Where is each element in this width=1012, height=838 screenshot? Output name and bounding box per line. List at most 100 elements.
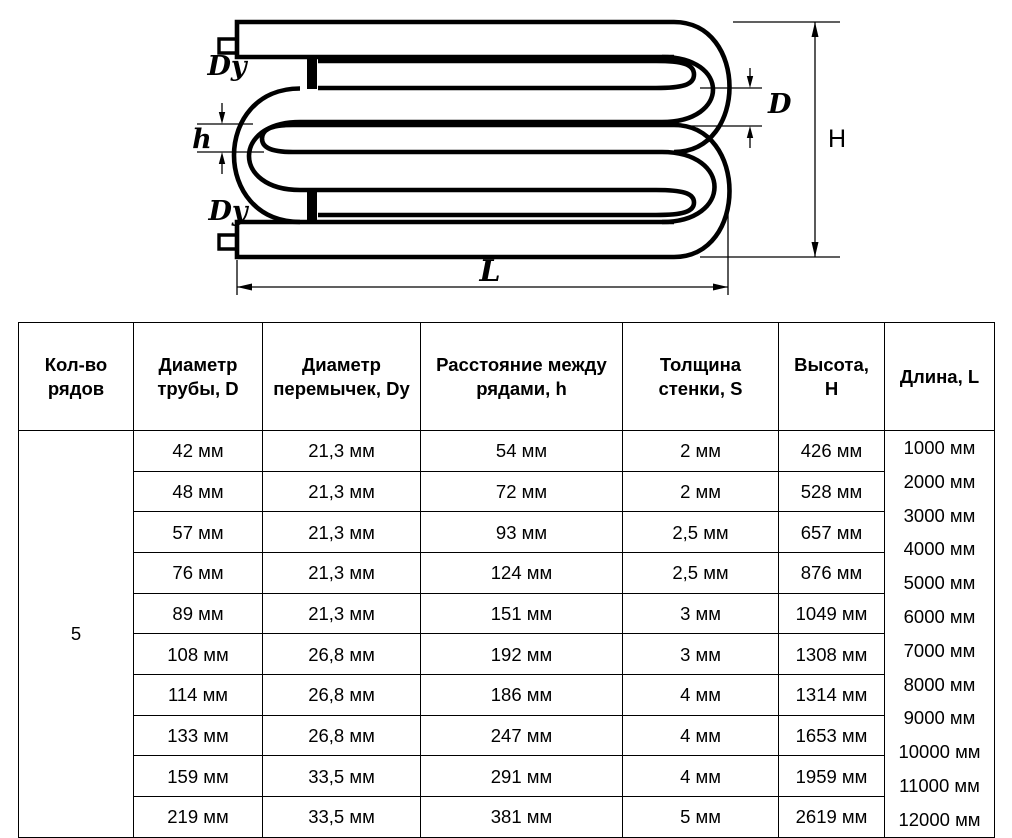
pipe-outlines (217, 19, 732, 260)
length-value: 6000 мм (903, 605, 976, 627)
jumper-bottom (307, 189, 317, 223)
pipe-row-5 (234, 219, 674, 260)
cell-height: 1959 мм (778, 755, 885, 797)
col-header-height: Высота, H (778, 322, 885, 431)
cell-dy: 26,8 мм (262, 714, 421, 757)
cell-dy: 33,5 мм (262, 795, 421, 838)
jumper-top (307, 56, 317, 89)
cell-h: 291 мм (420, 755, 623, 797)
cell-s: 2 мм (622, 470, 779, 513)
length-value: 2000 мм (903, 470, 976, 492)
inlet-stub-bottom (217, 233, 237, 251)
length-value: 11000 мм (899, 774, 980, 796)
label-height: H (828, 125, 846, 153)
serpentine-coil-diagram: Dy Dy h D H L (0, 0, 1012, 318)
cell-s: 3 мм (622, 592, 779, 635)
cell-dy: 26,8 мм (262, 633, 421, 675)
cell-h: 54 мм (420, 430, 623, 472)
length-value: 3000 мм (903, 504, 976, 526)
col-header-wall-thickness: Толщина стенки, S (622, 322, 779, 431)
cell-height: 2619 мм (778, 795, 885, 838)
left-bend-inner (246, 119, 318, 193)
label-h: h (192, 124, 212, 155)
table-row: 114 мм 26,8 мм 186 мм 4 мм 1314 мм (19, 673, 995, 716)
pipe-row-4 (318, 187, 697, 218)
label-length: L (478, 254, 500, 289)
cell-d: 159 мм (133, 755, 263, 797)
table-row: 5 42 мм 21,3 мм 54 мм 2 мм 426 мм 1000 м… (18, 430, 995, 838)
cell-h: 186 мм (420, 673, 623, 716)
length-value: 12000 мм (898, 808, 981, 830)
cell-h: 151 мм (420, 592, 623, 635)
cell-s: 2,5 мм (622, 511, 779, 553)
table-row: 219 мм 33,5 мм 381 мм 5 мм 2619 мм (19, 795, 995, 838)
table-row: 133 мм 26,8 мм 247 мм 4 мм 1653 мм (19, 714, 995, 757)
cell-s: 4 мм (622, 673, 779, 716)
cell-dy: 21,3 мм (262, 592, 421, 635)
cell-dy: 21,3 мм (262, 511, 421, 553)
cell-h: 192 мм (420, 633, 623, 675)
cell-h: 93 мм (420, 511, 623, 553)
cell-h: 124 мм (420, 551, 623, 594)
right-bend-top-inner (661, 54, 716, 125)
cell-d: 48 мм (133, 470, 263, 513)
cell-height: 426 мм (778, 430, 885, 472)
pipe-row-2 (318, 58, 697, 91)
jumper-tubes (307, 56, 317, 223)
cell-d: 57 мм (133, 511, 263, 553)
cell-h: 247 мм (420, 714, 623, 757)
cell-height: 1308 мм (778, 633, 885, 675)
label-dy-bottom: Dy (207, 196, 249, 227)
cell-s: 2,5 мм (622, 551, 779, 594)
cell-height: 1049 мм (778, 592, 885, 635)
inlet-stub-top (217, 37, 237, 55)
length-value: 5000 мм (903, 572, 976, 594)
cell-d: 76 мм (133, 551, 263, 594)
col-header-rows: Кол-во рядов (18, 322, 134, 431)
cell-s: 4 мм (622, 755, 779, 797)
cell-height: 1314 мм (778, 673, 885, 716)
cell-d: 219 мм (133, 795, 263, 838)
cell-height: 528 мм (778, 470, 885, 513)
length-value: 8000 мм (903, 673, 976, 695)
table-row: 76 мм 21,3 мм 124 мм 2,5 мм 876 мм (19, 551, 995, 594)
right-bend-top-outer (673, 19, 732, 155)
col-header-jumper-diameter: Диаметр перемычек, Dy (262, 322, 421, 431)
length-value: 1000 мм (903, 437, 976, 458)
cell-d: 89 мм (133, 592, 263, 635)
table-row: 48 мм 21,3 мм 72 мм 2 мм 528 мм (19, 470, 995, 513)
dimension-lines (197, 21, 840, 295)
cell-d: 114 мм (133, 673, 263, 716)
cell-dy: 26,8 мм (262, 673, 421, 716)
cell-s: 4 мм (622, 714, 779, 757)
label-dy-top: Dy (206, 51, 248, 82)
col-header-row-spacing: Расстояние между рядами, h (420, 322, 623, 431)
cell-s: 5 мм (622, 795, 779, 838)
right-bend-bottom-inner (661, 149, 717, 225)
table-row: 108 мм 26,8 мм 192 мм 3 мм 1308 мм (19, 633, 995, 675)
length-values-cell: 1000 мм 2000 мм 3000 мм 4000 мм 5000 мм … (884, 430, 995, 838)
cell-s: 3 мм (622, 633, 779, 675)
cell-d: 42 мм (133, 430, 263, 472)
rows-count-cell: 5 (18, 430, 134, 838)
header-row: Кол-во рядов Диаметр трубы, D Диаметр пе… (18, 322, 995, 431)
table-row: 159 мм 33,5 мм 291 мм 4 мм 1959 мм (19, 755, 995, 797)
table-row: 89 мм 21,3 мм 151 мм 3 мм 1049 мм (19, 592, 995, 635)
length-value: 7000 мм (903, 639, 976, 661)
pipe-row-3 (259, 122, 674, 155)
label-d: D (767, 89, 792, 120)
dimensions-table-wrap: Кол-во рядов Диаметр трубы, D Диаметр пе… (18, 322, 995, 838)
pipe-row-1 (234, 19, 674, 60)
col-header-length: Длина, L (884, 322, 995, 431)
cell-dy: 21,3 мм (262, 430, 421, 472)
cell-height: 1653 мм (778, 714, 885, 757)
left-bend-outer (231, 86, 301, 225)
cell-d: 108 мм (133, 633, 263, 675)
cell-h: 72 мм (420, 470, 623, 513)
cell-s: 2 мм (622, 430, 779, 472)
dimension-arrowheads (218, 22, 819, 291)
cell-dy: 21,3 мм (262, 470, 421, 513)
cell-h: 381 мм (420, 795, 623, 838)
cell-height: 876 мм (778, 551, 885, 594)
length-value: 4000 мм (903, 538, 976, 560)
